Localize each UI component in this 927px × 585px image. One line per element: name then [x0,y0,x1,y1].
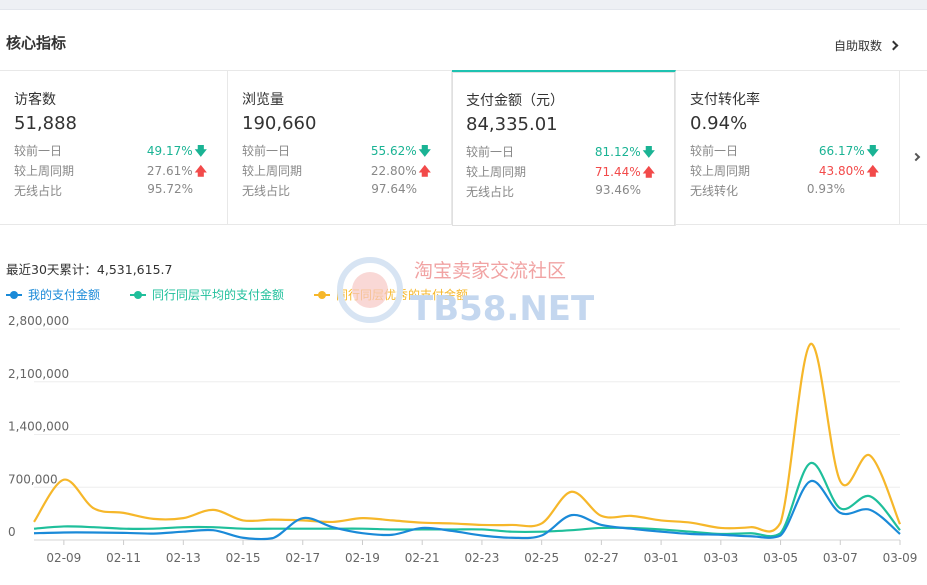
watermark-en: TB58.NET [410,289,595,329]
arrow-up-icon: 🡅 [642,165,655,179]
x-tick-label: 03-09 [883,551,918,565]
metric-card-pageviews[interactable]: 浏览量 190,660 较前一日 55.62% 🡇 较上周同期 22.80% 🡅 无线占… [228,71,452,225]
x-tick-label: 02-27 [584,551,619,565]
top-strip [0,0,927,10]
metric-row: 较前一日 55.62% 🡇 [242,142,431,160]
metric-label: 浏览量 [242,92,284,108]
metric-card-conversion-rate[interactable]: 支付转化率 0.94% 较前一日 66.17% 🡇 较上周同期 43.80% 🡅 无线转… [676,71,900,225]
metric-value: 190,660 [242,113,317,134]
arrow-up-icon: 🡅 [194,164,207,178]
metric-change: 0.93% [806,182,845,196]
x-tick-label: 02-23 [464,551,499,565]
metric-row: 较上周同期 22.80% 🡅 [242,162,431,180]
x-tick-label: 02-09 [46,551,81,565]
y-tick-label: 700,000 [8,472,58,486]
metric-change: 27.61% 🡅 [147,162,207,183]
metric-row: 无线占比 95.72% [14,182,193,198]
metric-row: 较上周同期 43.80% 🡅 [690,162,879,180]
metric-row: 较前一日 49.17% 🡇 [14,142,207,160]
metric-row: 无线转化 0.93% [690,182,845,198]
core-metrics-header: 核心指标 自助取数 [0,10,927,70]
y-tick-label: 0 [8,525,16,539]
metric-change: 97.64% [371,182,417,196]
self-help-label: 自助取数 [833,39,882,53]
y-tick-label: 2,100,000 [8,367,69,381]
metric-value: 51,888 [14,113,77,134]
arrow-down-icon: 🡇 [194,144,207,158]
arrow-up-icon: 🡅 [866,164,879,178]
metric-card-payment-amount[interactable]: 支付金额（元） 84,335.01 较前一日 81.12% 🡇 较上周同期 71.44… [452,70,676,226]
series-line-1 [33,462,901,538]
metric-cards: 访客数 51,888 较前一日 49.17% 🡇 较上周同期 27.61% 🡅 无线占比… [0,70,927,226]
metric-change: 71.44% 🡅 [595,163,655,184]
legend-label: 我的支付金额 [28,288,101,302]
metric-row: 无线占比 97.64% [242,182,417,198]
metric-label: 访客数 [14,92,56,108]
x-tick-label: 02-19 [345,551,380,565]
legend-item-my[interactable]: 我的支付金额 [6,286,100,303]
x-tick-label: 02-13 [166,551,201,565]
watermark-hand-icon [352,272,388,308]
metric-label: 支付转化率 [690,92,760,108]
series-line-2 [33,342,902,533]
watermark-logo-icon [337,257,403,323]
metric-row: 较前一日 66.17% 🡇 [690,142,879,160]
legend-label: 同行同层平均的支付金额 [152,288,285,302]
metric-row: 较上周同期 27.61% 🡅 [14,162,207,180]
x-tick-label: 02-21 [405,551,440,565]
metric-value: 84,335.01 [466,114,558,135]
x-tick-label: 03-07 [823,551,858,565]
metric-change: 49.17% 🡇 [147,142,207,163]
x-tick-label: 02-17 [285,551,320,565]
x-tick-label: 02-15 [226,551,261,565]
x-tick-label: 02-11 [106,551,141,565]
metric-change: 95.72% [147,182,193,196]
metric-change: 55.62% 🡇 [371,142,431,163]
metric-value: 0.94% [690,113,748,134]
arrow-down-icon: 🡇 [418,144,431,158]
x-tick-label: 02-25 [524,551,559,565]
metric-change: 66.17% 🡇 [819,142,879,163]
metric-label: 支付金额（元） [466,93,564,109]
metric-change: 22.80% 🡅 [371,162,431,183]
watermark-cn: 淘宝卖家交流社区 [414,260,566,282]
self-help-link[interactable]: 自助取数 [833,37,899,54]
y-tick-label: 2,800,000 [8,314,69,328]
metric-row: 无线占比 93.46% [466,183,641,199]
x-tick-label: 03-03 [703,551,738,565]
series-line-0 [33,480,901,541]
arrow-down-icon: 🡇 [642,145,655,159]
watermark: 淘宝卖家交流社区 TB58.NET [337,257,595,329]
metric-card-visitors[interactable]: 访客数 51,888 较前一日 49.17% 🡇 较上周同期 27.61% 🡅 无线占比… [0,71,228,225]
y-tick-label: 1,400,000 [8,420,69,434]
metric-change: 81.12% 🡇 [595,143,655,164]
x-tick-label: 03-05 [763,551,798,565]
metric-change: 93.46% [595,183,641,197]
section-title: 核心指标 [6,34,67,52]
metric-row: 较前一日 81.12% 🡇 [466,143,655,161]
cumulative-total: 最近30天累计：4,531,615.7 [6,262,173,277]
arrow-up-icon: 🡅 [418,164,431,178]
legend-item-average[interactable]: 同行同层平均的支付金额 [130,286,284,303]
metric-row: 较上周同期 71.44% 🡅 [466,163,655,181]
metric-change: 43.80% 🡅 [819,162,879,183]
arrow-down-icon: 🡇 [866,144,879,158]
x-tick-label: 03-01 [644,551,679,565]
